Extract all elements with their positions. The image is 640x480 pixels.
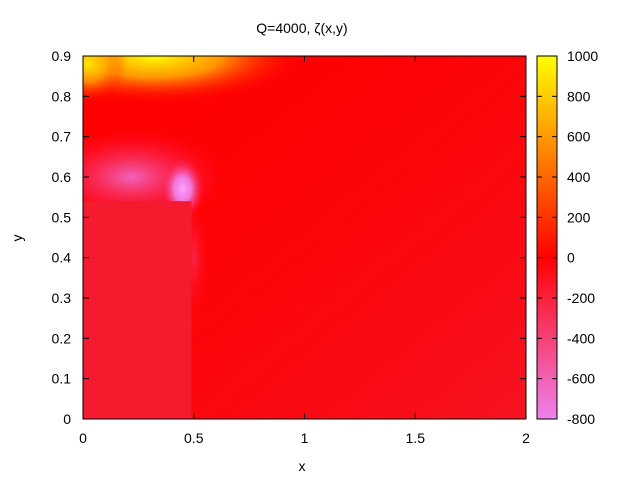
y-axis-ticks: 0 0.1 0.2 0.3 0.4 0.5 0.6 0.7 0.8 0.9 <box>52 48 526 427</box>
y-tick-label: 0.1 <box>52 371 72 387</box>
colorbar-tick-label: 600 <box>567 129 591 145</box>
colorbar: 1000 800 600 400 200 0 -200 -400 -600 -800 <box>536 48 598 427</box>
colorbar-tick-label: 0 <box>567 250 575 266</box>
heatmap-field <box>82 55 527 420</box>
y-tick-label: 0.8 <box>52 88 72 104</box>
y-axis-label: y <box>9 235 25 242</box>
colorbar-tick-label: 800 <box>567 88 591 104</box>
hot-region <box>83 56 304 104</box>
colorbar-tick-label: 400 <box>567 169 591 185</box>
colorbar-tick-label: -200 <box>567 290 595 306</box>
colorbar-tick-label: 200 <box>567 209 591 225</box>
colorbar-tick-label: -400 <box>567 330 595 346</box>
y-tick-label: 0.7 <box>52 129 72 145</box>
x-tick-label: 1 <box>301 430 309 446</box>
y-tick-label: 0.5 <box>52 209 72 225</box>
colorbar-tick-label: 1000 <box>567 48 598 64</box>
x-axis-ticks: 0 0.5 1 1.5 2 <box>79 56 530 446</box>
y-tick-label: 0.6 <box>52 169 72 185</box>
x-tick-label: 1.5 <box>406 430 426 446</box>
x-tick-label: 0.5 <box>184 430 204 446</box>
colorbar-tick-label: -600 <box>567 371 595 387</box>
y-tick-label: 0.4 <box>52 250 72 266</box>
y-tick-label: 0.2 <box>52 330 72 346</box>
y-tick-label: 0.9 <box>52 48 72 64</box>
colorbar-tick-label: -800 <box>567 411 595 427</box>
x-axis-label: x <box>299 458 306 474</box>
hot-region-corner <box>83 56 128 105</box>
y-tick-label: 0 <box>63 411 71 427</box>
chart-title: Q=4000, ζ(x,y) <box>256 20 347 36</box>
x-tick-label: 2 <box>522 430 530 446</box>
x-tick-label: 0 <box>79 430 87 446</box>
step-obstacle <box>83 201 192 419</box>
colorbar-gradient <box>536 55 558 420</box>
y-tick-label: 0.3 <box>52 290 72 306</box>
